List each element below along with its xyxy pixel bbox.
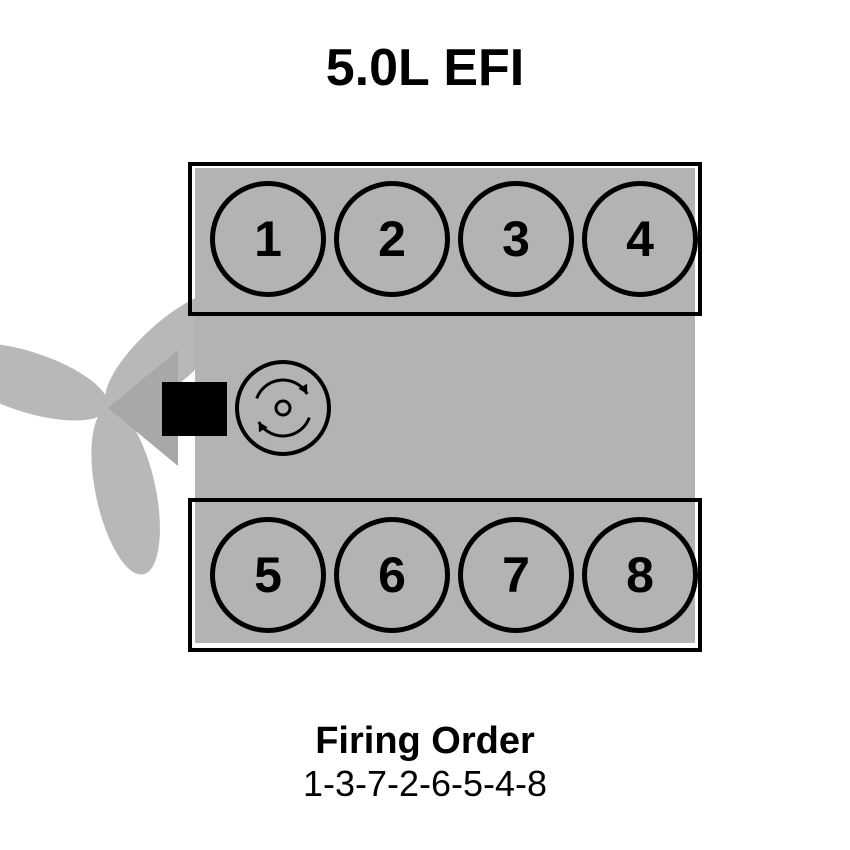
diagram-canvas: 5.0L EFI 12345678 Firing Order 1-3-7-2-6…	[0, 0, 850, 850]
firing-order-sequence: 1-3-7-2-6-5-4-8	[0, 763, 850, 805]
footer: Firing Order 1-3-7-2-6-5-4-8	[0, 720, 850, 805]
firing-order-label: Firing Order	[0, 720, 850, 763]
